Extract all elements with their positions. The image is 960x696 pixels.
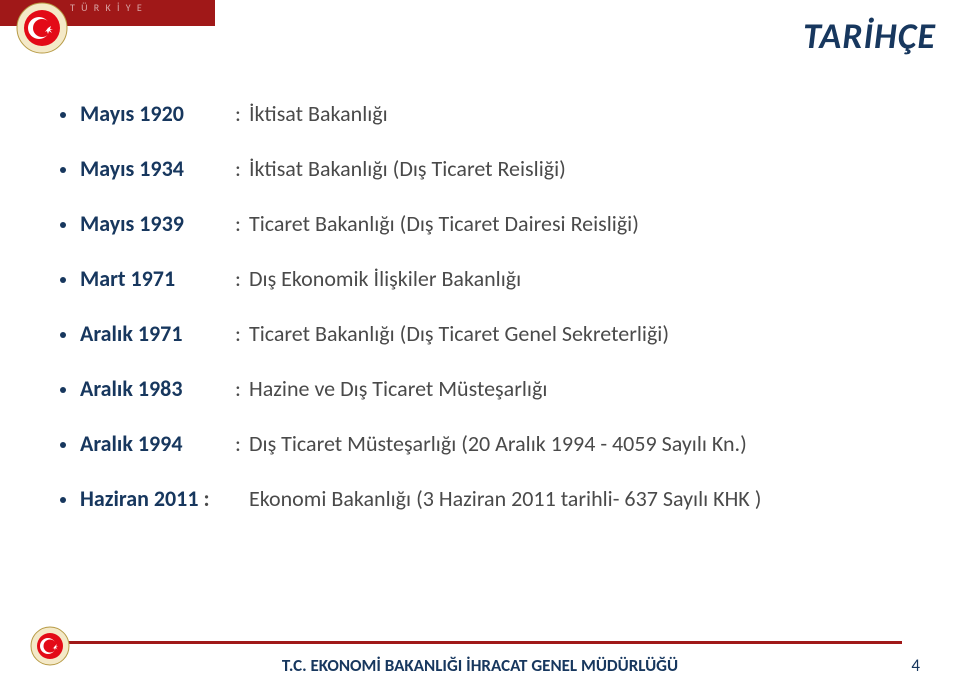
bullet-icon (60, 167, 66, 173)
timeline-date: Haziran 2011 : (80, 485, 250, 512)
bullet-icon (60, 442, 66, 448)
timeline-date: Mart 1971 (80, 265, 235, 292)
timeline-row: Mayıs 1939 : Ticaret Bakanlığı (Dış Tica… (60, 210, 900, 237)
timeline-desc: İktisat Bakanlığı (Dış Ticaret Reisliği) (249, 155, 566, 182)
colon: : (235, 375, 249, 402)
timeline-date: Aralık 1971 (80, 320, 235, 347)
colon: : (235, 265, 249, 292)
bullet-icon (60, 222, 66, 228)
colon: : (235, 155, 249, 182)
bullet-icon (60, 332, 66, 338)
timeline-list: Mayıs 1920 : İktisat Bakanlığı Mayıs 193… (60, 100, 900, 540)
timeline-row: Aralık 1983 : Hazine ve Dış Ticaret Müst… (60, 375, 900, 402)
footer-text: T.C. EKONOMİ BAKANLIĞI İHRACAT GENEL MÜD… (0, 655, 960, 676)
timeline-desc: İktisat Bakanlığı (249, 100, 388, 127)
timeline-date: Mayıs 1934 (80, 155, 235, 182)
bullet-icon (60, 112, 66, 118)
colon: : (235, 210, 249, 237)
colon: : (235, 100, 249, 127)
bullet-icon (60, 277, 66, 283)
timeline-row: Mayıs 1934 : İktisat Bakanlığı (Dış Tica… (60, 155, 900, 182)
timeline-row: Aralık 1971 : Ticaret Bakanlığı (Dış Tic… (60, 320, 900, 347)
timeline-date: Mayıs 1939 (80, 210, 235, 237)
timeline-desc: Hazine ve Dış Ticaret Müsteşarlığı (249, 375, 547, 402)
timeline-desc: Ticaret Bakanlığı (Dış Ticaret Genel Sek… (249, 320, 669, 347)
timeline-desc: Ekonomi Bakanlığı (3 Haziran 2011 tarihl… (249, 485, 761, 512)
timeline-row: Mayıs 1920 : İktisat Bakanlığı (60, 100, 900, 127)
timeline-row: Aralık 1994 : Dış Ticaret Müsteşarlığı (… (60, 430, 900, 457)
page-title: TARİHÇE (803, 14, 936, 58)
timeline-date: Aralık 1983 (80, 375, 235, 402)
bullet-icon (60, 497, 66, 503)
footer-divider (58, 641, 902, 644)
colon: : (235, 320, 249, 347)
colon: : (235, 430, 249, 457)
timeline-desc: Dış Ekonomik İlişkiler Bakanlığı (249, 265, 521, 292)
timeline-desc: Ticaret Bakanlığı (Dış Ticaret Dairesi R… (249, 210, 639, 237)
timeline-date: Aralık 1994 (80, 430, 235, 457)
timeline-desc: Dış Ticaret Müsteşarlığı (20 Aralık 1994… (249, 430, 747, 457)
page-number: 4 (911, 655, 920, 676)
timeline-date-label: Haziran 2011 (80, 485, 198, 512)
bullet-icon (60, 387, 66, 393)
timeline-row: Mart 1971 : Dış Ekonomik İlişkiler Bakan… (60, 265, 900, 292)
header-seal-icon (16, 2, 68, 54)
slide: T Ü R K İ Y E TARİHÇE Mayıs 1920 : İktis… (0, 0, 960, 696)
timeline-row: Haziran 2011 : Ekonomi Bakanlığı (3 Hazi… (60, 485, 900, 512)
timeline-date: Mayıs 1920 (80, 100, 235, 127)
